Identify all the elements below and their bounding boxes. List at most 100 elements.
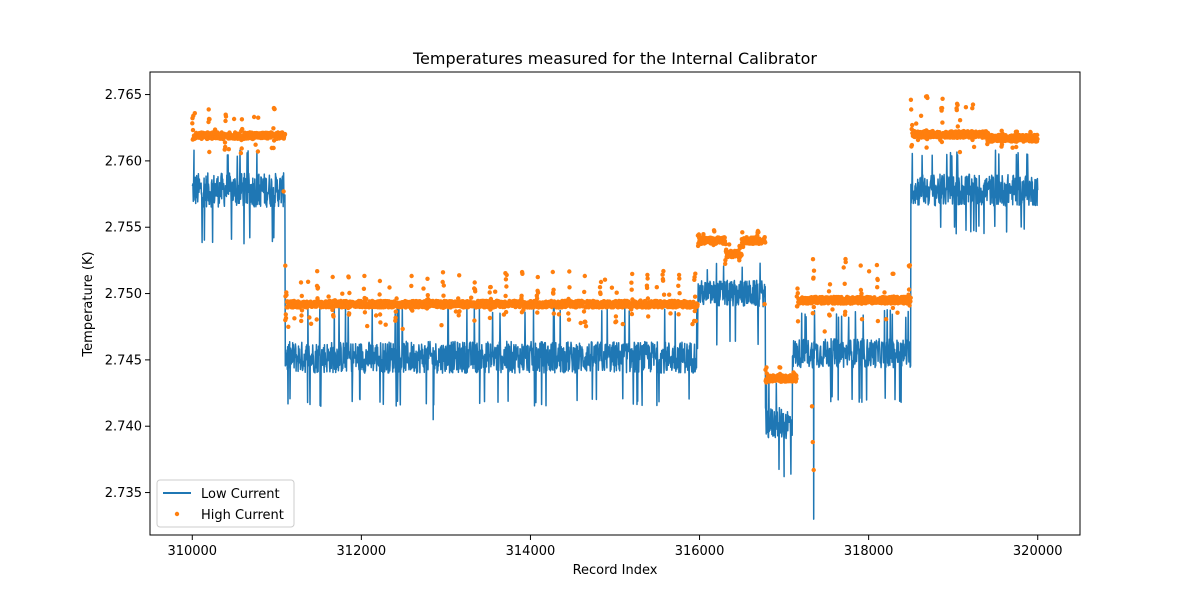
high-current-point (299, 308, 305, 313)
high-current-point (875, 318, 881, 324)
high-current-point (660, 272, 665, 277)
high-current-point (256, 115, 261, 120)
high-current-point (614, 319, 619, 324)
high-current-point (330, 274, 335, 280)
high-current-point (1035, 132, 1040, 138)
high-current-point (473, 289, 478, 294)
high-current-point (394, 296, 399, 301)
plot-area (190, 94, 1040, 520)
high-current-point (469, 295, 474, 300)
high-current-point (567, 269, 572, 274)
legend-label-low-current: Low Current (201, 487, 280, 502)
y-tick-label: 2.760 (105, 154, 142, 169)
high-current-point (373, 313, 379, 318)
high-current-point (970, 137, 975, 143)
high-current-point (534, 296, 540, 301)
high-current-point (701, 232, 706, 237)
high-current-point (613, 314, 619, 319)
high-current-point (253, 142, 258, 147)
high-current-point (378, 320, 383, 325)
high-current-point (1014, 144, 1019, 150)
high-current-point (740, 244, 746, 250)
high-current-point (551, 291, 556, 296)
x-axis-label: Record Index (573, 563, 658, 578)
high-current-point (393, 309, 398, 314)
high-current-point (439, 323, 444, 328)
x-tick-label: 312000 (337, 544, 387, 559)
high-current-point (667, 292, 672, 297)
high-current-point (503, 309, 509, 315)
high-current-point (891, 271, 896, 276)
high-current-point (299, 313, 304, 318)
high-current-point (955, 124, 960, 129)
high-current-point (727, 242, 732, 247)
high-current-point (326, 294, 331, 299)
high-current-point (629, 311, 635, 317)
high-current-point (440, 270, 446, 275)
high-current-point (740, 230, 745, 235)
high-current-point (308, 321, 314, 326)
high-current-point (811, 304, 816, 310)
high-current-point (566, 311, 571, 316)
high-current-point (365, 323, 370, 329)
y-tick-label: 2.740 (105, 420, 142, 435)
high-current-point (957, 118, 963, 123)
high-current-point (843, 259, 848, 265)
high-current-point (906, 292, 911, 297)
high-current-point (778, 365, 783, 370)
high-current-point (762, 235, 767, 240)
high-current-point (251, 114, 257, 120)
high-current-point (503, 293, 508, 299)
high-current-point (676, 272, 682, 278)
high-current-point (347, 290, 352, 296)
high-current-point (908, 295, 913, 300)
high-current-point (963, 105, 969, 110)
high-current-point (292, 316, 297, 321)
high-current-point (487, 315, 493, 321)
high-current-point (858, 287, 864, 293)
high-current-point (822, 329, 827, 334)
high-current-point (614, 290, 619, 295)
high-current-point (441, 293, 446, 298)
high-current-point (409, 273, 414, 279)
high-current-point (602, 277, 608, 282)
high-current-point (551, 311, 556, 316)
legend-marker-high-current (174, 511, 180, 517)
high-current-point (493, 289, 498, 294)
high-current-point (567, 285, 572, 290)
high-current-point (425, 276, 430, 281)
high-current-point (1014, 129, 1020, 134)
high-current-point (810, 311, 815, 316)
y-tick-label: 2.765 (105, 88, 142, 103)
high-current-point (421, 286, 426, 291)
high-current-point (535, 310, 540, 315)
high-current-point (441, 283, 446, 288)
high-current-point (890, 305, 896, 311)
high-current-point (866, 269, 872, 274)
plot-inner (190, 94, 1040, 520)
high-current-point (999, 142, 1005, 147)
high-current-point (223, 118, 228, 124)
high-current-point (598, 279, 604, 285)
high-current-point (924, 145, 929, 150)
x-tick-label: 316000 (675, 544, 725, 559)
high-current-point (283, 263, 288, 268)
high-current-point (859, 317, 865, 322)
high-current-point (566, 317, 572, 322)
high-current-point (519, 293, 524, 298)
high-current-point (535, 274, 540, 280)
high-current-point (281, 189, 286, 194)
high-current-point (597, 285, 603, 290)
high-current-point (737, 246, 742, 251)
high-current-point (286, 324, 291, 329)
high-current-point (609, 285, 615, 290)
x-tick-label: 318000 (844, 544, 894, 559)
high-current-point (763, 240, 768, 245)
high-current-point (239, 146, 244, 151)
high-current-point (504, 272, 509, 278)
high-current-point (957, 149, 963, 155)
high-current-point (456, 296, 461, 301)
high-current-point (456, 313, 461, 318)
high-current-point (841, 265, 846, 270)
high-current-point (940, 120, 945, 125)
